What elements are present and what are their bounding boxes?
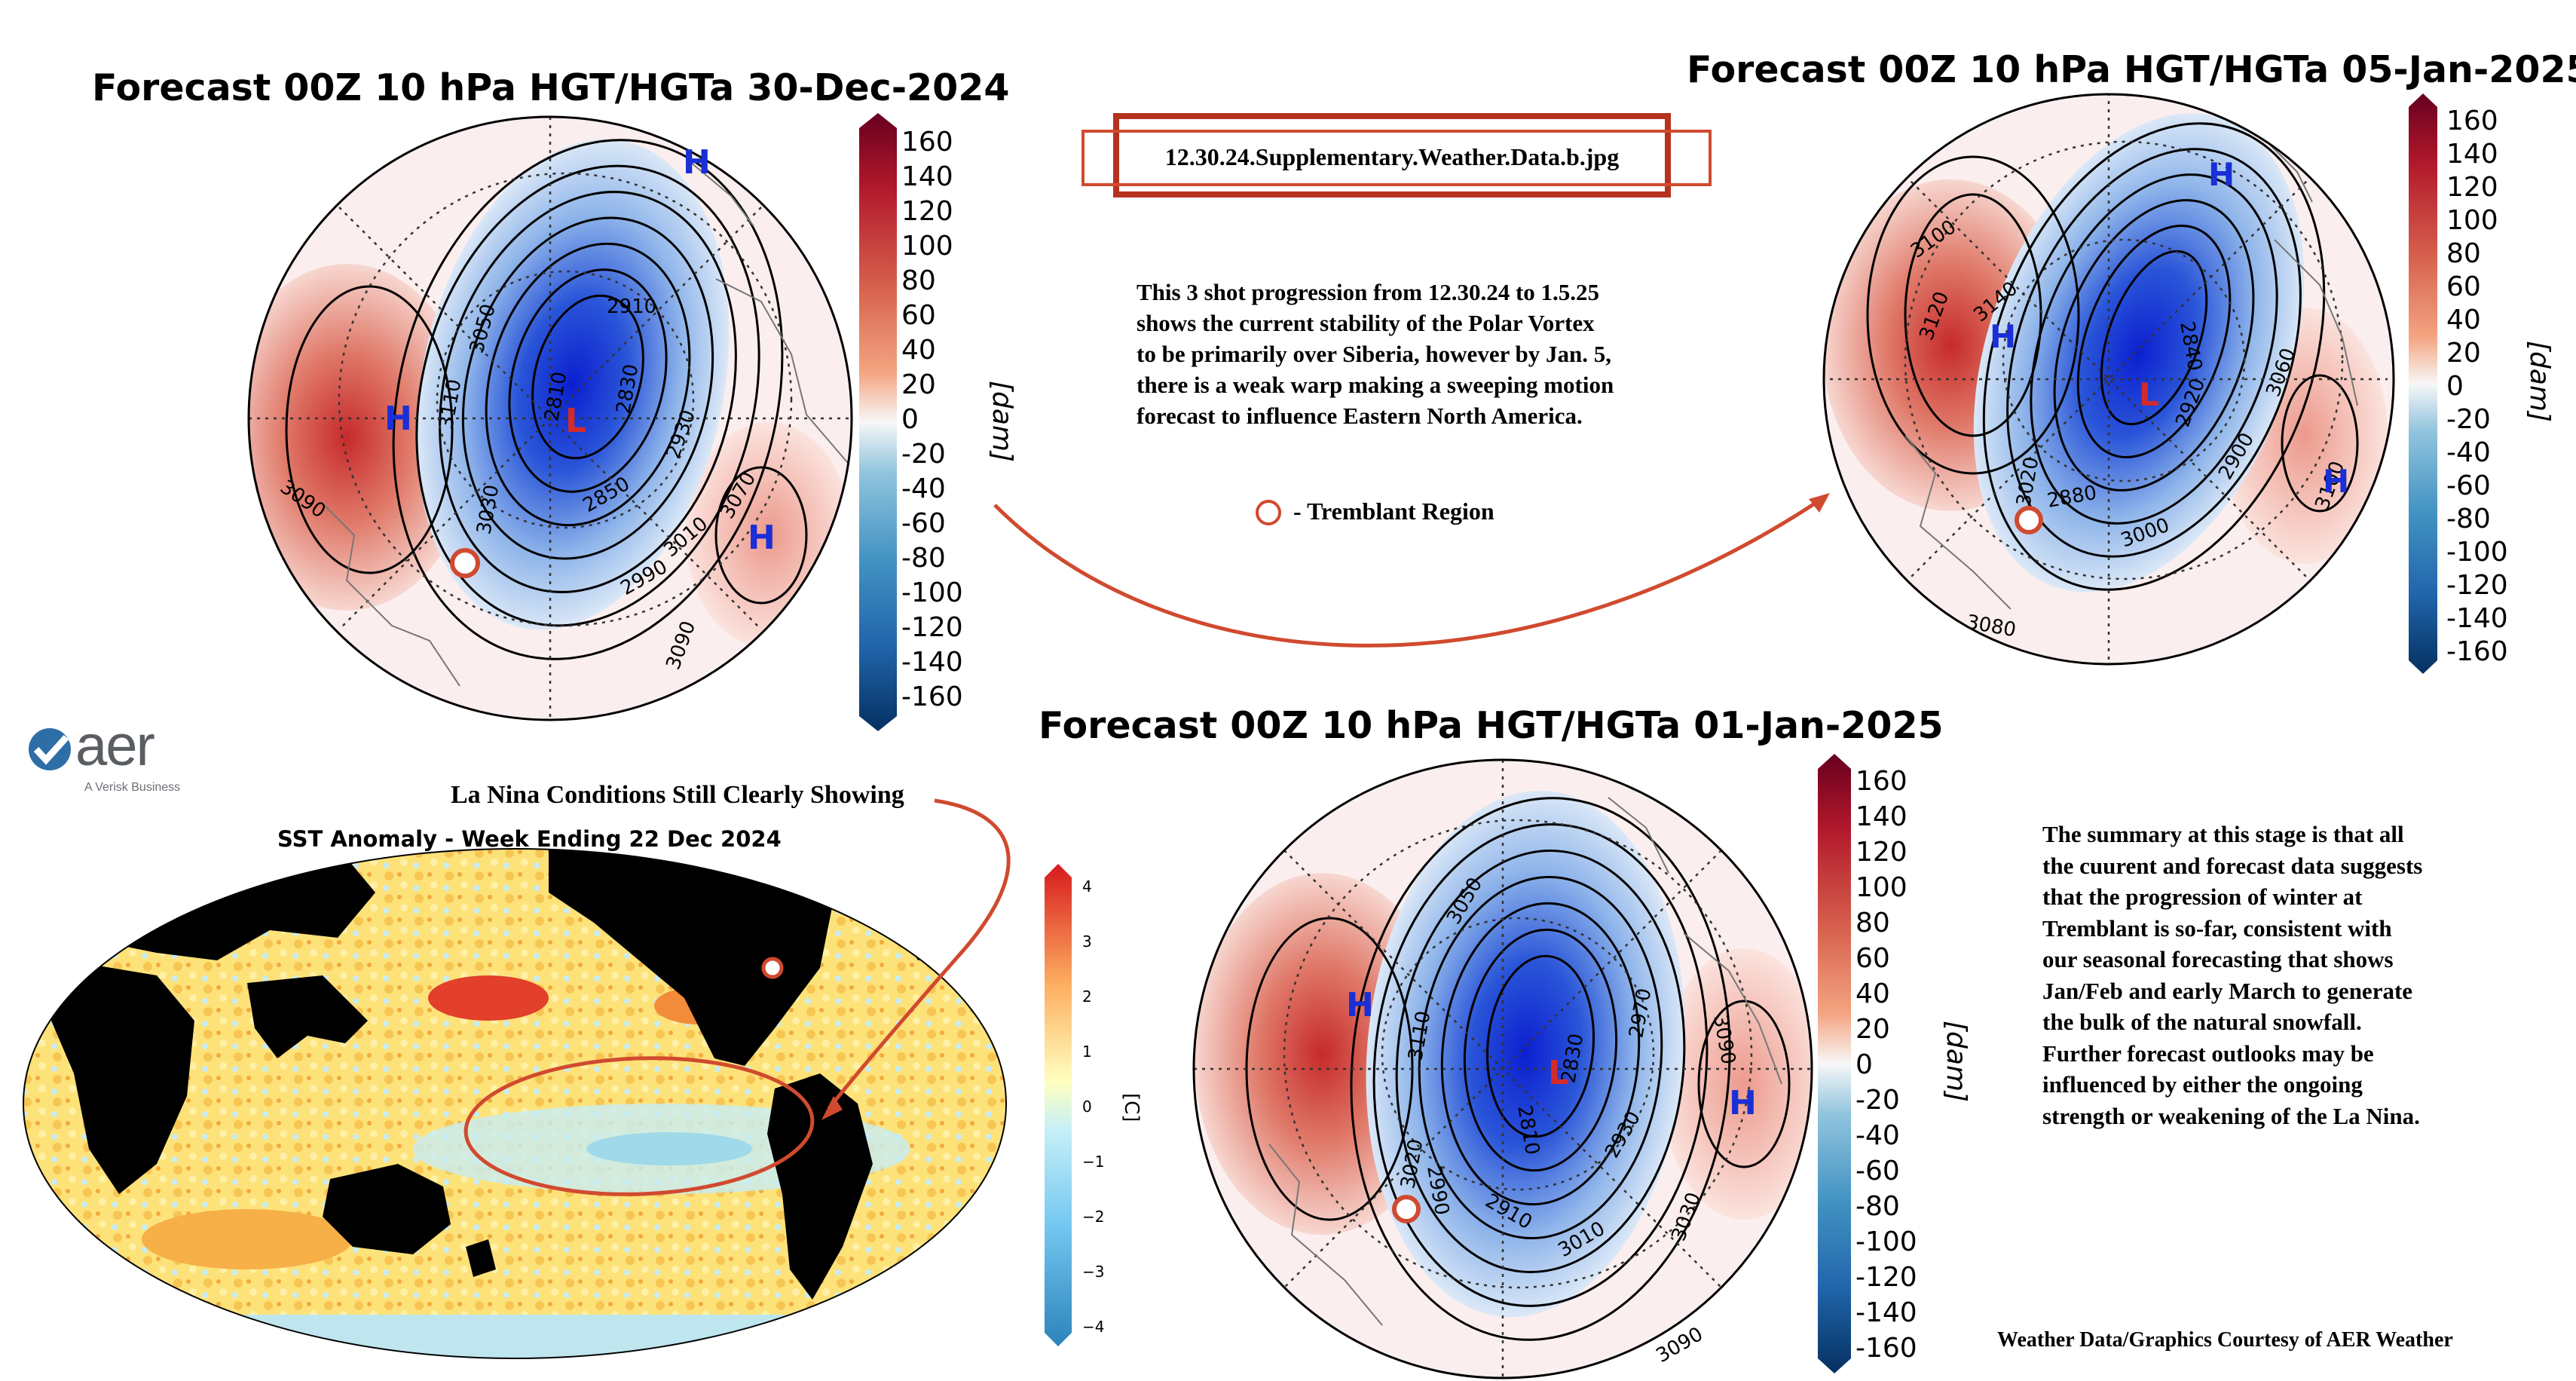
high-pressure-label: H	[2208, 156, 2235, 193]
file-label-box	[1113, 113, 1671, 198]
file-label-box-outer	[1081, 130, 1712, 186]
high-pressure-label: H	[748, 519, 776, 557]
colorbar-sst-unit: [C]	[1120, 1093, 1143, 1122]
high-pressure-label: H	[683, 143, 711, 182]
high-pressure-label: H	[1990, 318, 2016, 355]
summary-text: The summary at this stage is that all th…	[2042, 821, 2423, 1129]
legend-label: - Tremblant Region	[1293, 498, 1495, 525]
polar-map-jan05: 3100 3120 3140 2840 2880 3000 3060 3100 …	[1822, 93, 2395, 666]
sst-map	[23, 848, 1007, 1359]
colorbar-sst	[1045, 864, 1072, 1346]
colorbar-hgt-jan01	[1818, 754, 1851, 1373]
sst-title: SST Anomaly - Week Ending 22 Dec 2024	[277, 826, 782, 852]
colorbar-ticks-jan01: 160 140 120 100 80 60 40 20 0 -20 -40 -6…	[1856, 766, 1917, 1364]
colorbar-unit-jan01: [dam]	[1941, 1021, 1972, 1103]
tremblant-marker	[2015, 506, 2043, 534]
colorbar-ticks-jan05: 160 140 120 100 80 60 40 20 0 -20 -40 -6…	[2446, 106, 2508, 667]
colorbar-unit-dec30: [dam]	[987, 381, 1017, 463]
aer-logo-mark-icon	[29, 728, 71, 770]
credit-line: Weather Data/Graphics Courtesy of AER We…	[1997, 1328, 2453, 1352]
aer-tagline: A Verisk Business	[84, 781, 181, 794]
low-pressure-label: L	[1548, 1054, 1569, 1092]
colorbar-ticks-dec30: 160 140 120 100 80 60 40 20 0 -20 -40 -6…	[901, 127, 963, 712]
map-title-jan05: Forecast 00Z 10 hPa HGT/HGTa 05-Jan-2025	[1687, 48, 2576, 91]
la-nina-highlight	[463, 1056, 815, 1196]
colorbar-hgt-dec30	[859, 113, 897, 731]
la-nina-note: La Nina Conditions Still Clearly Showing	[451, 781, 904, 809]
polar-map-jan01: 3050 3110 3020 2810 2830 2970 2930 3010 …	[1192, 758, 1813, 1379]
high-pressure-label: H	[1346, 986, 1374, 1024]
file-label: 12.30.24.Supplementary.Weather.Data.b.jp…	[1164, 143, 1620, 170]
map-title-jan01: Forecast 00Z 10 hPa HGT/HGTa 01-Jan-2025	[1039, 704, 1944, 747]
map-title-dec30: Forecast 00Z 10 hPa HGT/HGTa 30-Dec-2024	[92, 66, 1010, 109]
colorbar-unit-jan05: [dam]	[2524, 341, 2555, 423]
tremblant-marker	[1392, 1195, 1421, 1223]
progression-note: This 3 shot progression from 12.30.24 to…	[1137, 279, 1614, 429]
polar-map-dec30: 2910 3050 3110 3090 2810 2830 2930 3010 …	[247, 115, 853, 721]
colorbar-hgt-jan05	[2409, 93, 2437, 674]
tremblant-legend-marker	[1256, 500, 1281, 525]
low-pressure-label: L	[2139, 376, 2159, 413]
low-pressure-label: L	[565, 402, 586, 440]
high-pressure-label: H	[1729, 1084, 1757, 1122]
progression-arrow	[993, 493, 1830, 648]
tremblant-marker	[450, 548, 480, 578]
colorbar-sst-ticks: 4 3 2 1 0 −1 −2 −3 −4	[1082, 877, 1105, 1336]
aer-logo-text: aer	[75, 714, 155, 778]
high-pressure-label: H	[384, 400, 412, 438]
la-nina-arrow	[821, 798, 1011, 1120]
high-pressure-label: H	[2323, 463, 2349, 500]
contour-label: 2910	[607, 295, 656, 318]
tremblant-marker	[761, 957, 784, 979]
